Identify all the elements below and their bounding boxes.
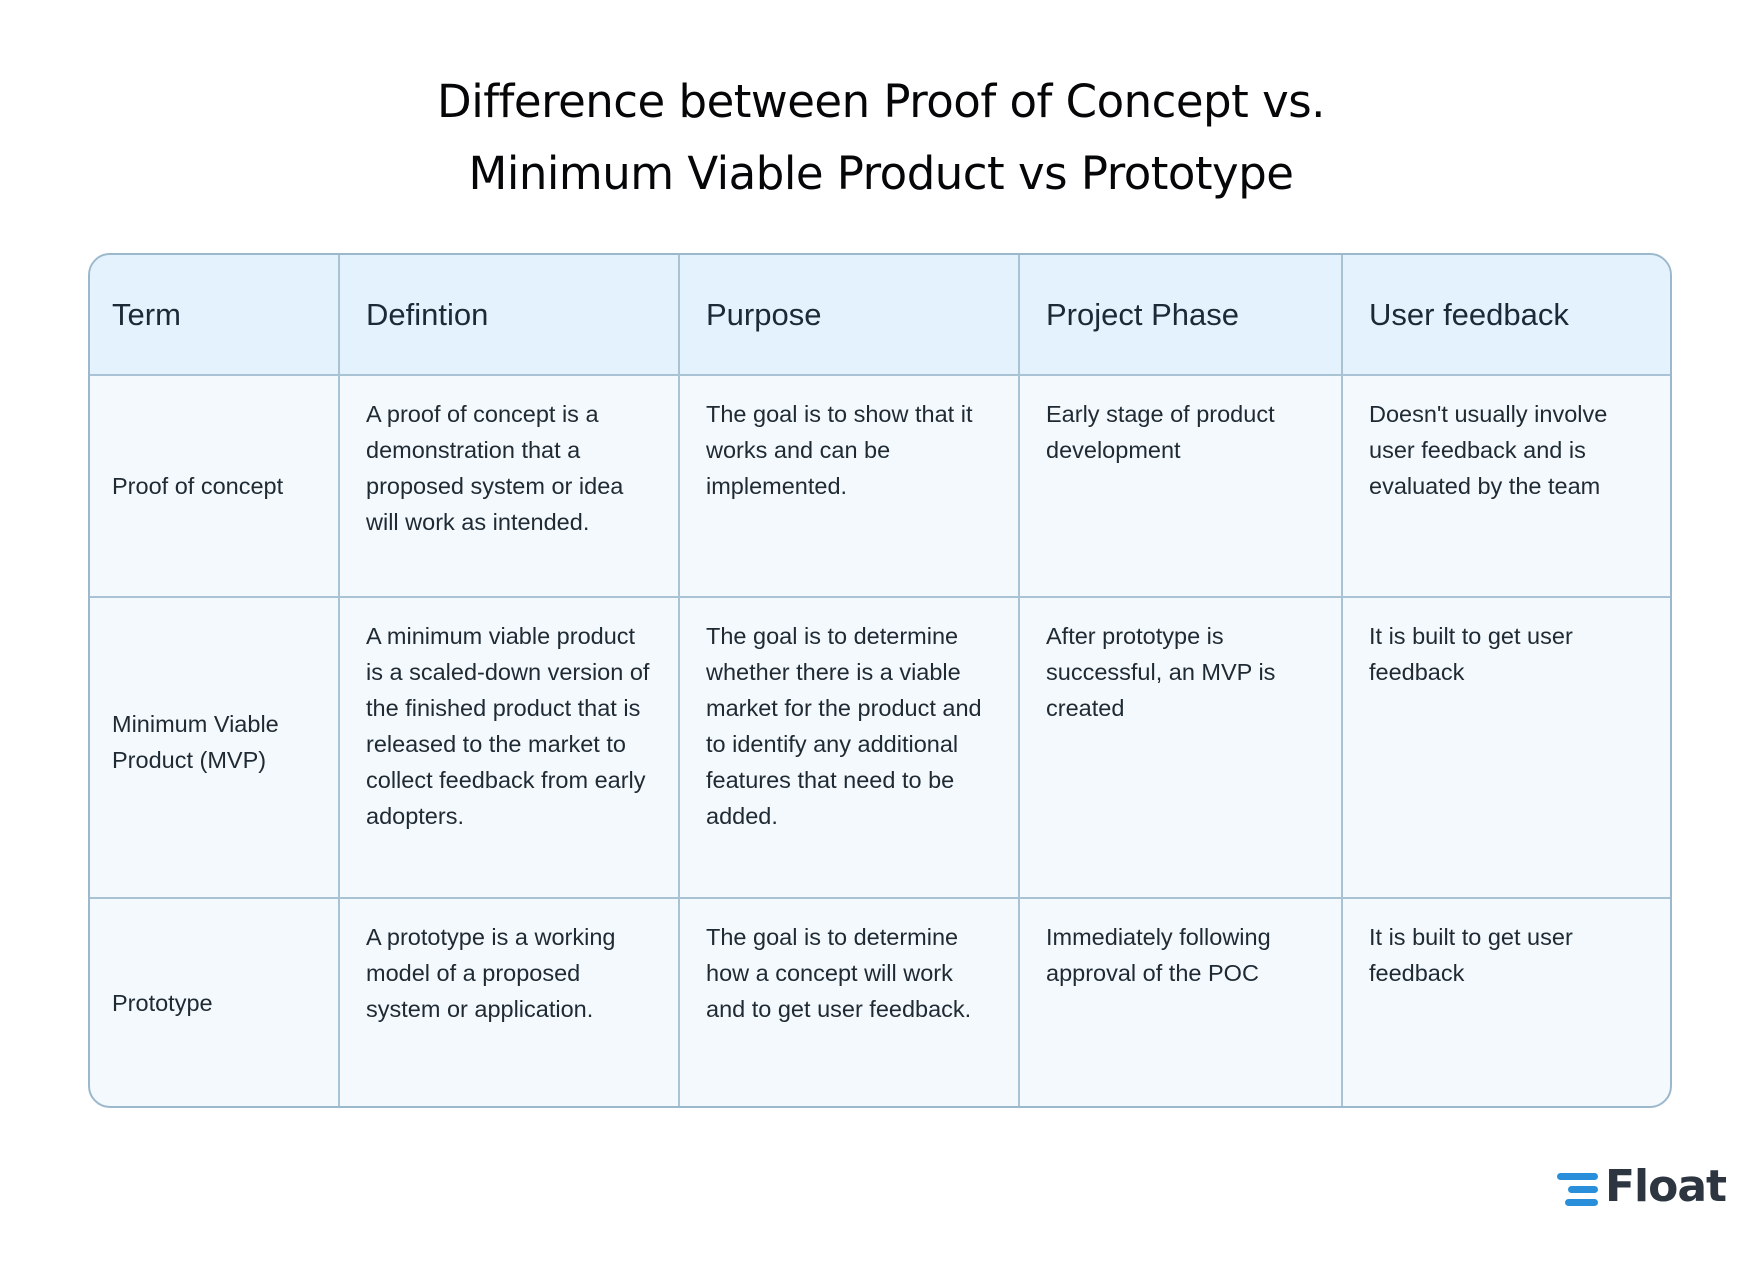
header-purpose: Purpose <box>679 255 1020 376</box>
table-row-proof-of-concept: Proof of concept A proof of concept is a… <box>90 375 1670 598</box>
cell-project-phase: After prototype is successful, an MVP is… <box>1019 597 1343 899</box>
cell-project-phase: Early stage of product development <box>1019 375 1343 598</box>
cell-definition: A minimum viable product is a scaled-dow… <box>339 597 680 899</box>
title-line-2: Minimum Viable Product vs Prototype <box>468 147 1294 200</box>
comparison-table-container: Term Defintion Purpose Project Phase Use… <box>88 253 1672 1108</box>
logo-text: Float <box>1605 1161 1727 1212</box>
cell-purpose: The goal is to show that it works and ca… <box>679 375 1020 598</box>
header-term: Term <box>90 255 340 376</box>
title-line-1: Difference between Proof of Concept vs. <box>437 75 1325 128</box>
header-row: Term Defintion Purpose Project Phase Use… <box>90 255 1670 376</box>
cell-user-feedback: Doesn't usually involve user feedback an… <box>1342 375 1670 598</box>
logo-bar-3 <box>1565 1199 1598 1206</box>
float-logo: Float <box>1556 1161 1727 1212</box>
header-user-feedback: User feedback <box>1342 255 1670 376</box>
cell-purpose: The goal is to determine how a concept w… <box>679 898 1020 1106</box>
table-row-mvp: Minimum Viable Product (MVP) A minimum v… <box>90 597 1670 899</box>
logo-bar-2 <box>1568 1186 1598 1193</box>
float-logo-icon <box>1556 1168 1598 1206</box>
table-row-prototype: Prototype A prototype is a working model… <box>90 898 1670 1106</box>
comparison-table: Term Defintion Purpose Project Phase Use… <box>90 255 1670 1106</box>
cell-purpose: The goal is to determine whether there i… <box>679 597 1020 899</box>
cell-term: Minimum Viable Product (MVP) <box>90 597 340 899</box>
cell-user-feedback: It is built to get user feedback <box>1342 597 1670 899</box>
cell-definition: A prototype is a working model of a prop… <box>339 898 680 1106</box>
cell-term: Proof of concept <box>90 375 340 598</box>
cell-term: Prototype <box>90 898 340 1106</box>
cell-user-feedback: It is built to get user feedback <box>1369 924 1573 986</box>
logo-bar-1 <box>1557 1173 1598 1180</box>
table-body: Proof of concept A proof of concept is a… <box>90 375 1670 1106</box>
cell-project-phase: Immediately following approval of the PO… <box>1019 898 1343 1106</box>
header-project-phase: Project Phase <box>1019 255 1343 376</box>
header-definition: Defintion <box>339 255 680 376</box>
cell-definition: A proof of concept is a demonstration th… <box>339 375 680 598</box>
page-title: Difference between Proof of Concept vs. … <box>0 66 1762 210</box>
table-header: Term Defintion Purpose Project Phase Use… <box>90 255 1670 376</box>
